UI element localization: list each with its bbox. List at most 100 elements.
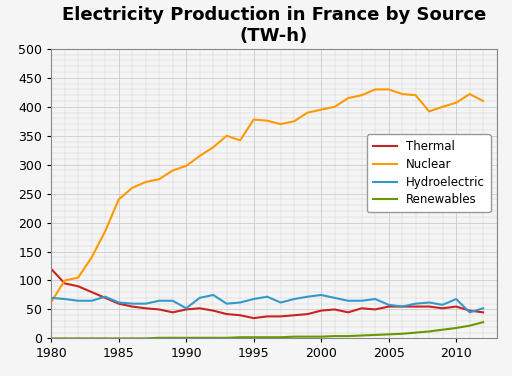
Renewables [480,320,486,324]
Line: Thermal: Thermal [51,269,483,318]
Thermal [332,307,338,312]
Hydroelectric [358,299,365,303]
Hydroelectric [453,297,459,301]
Hydroelectric [143,302,149,306]
Renewables [61,336,68,341]
Thermal [89,290,95,294]
Nuclear [237,138,243,143]
Renewables [116,336,122,341]
Thermal [372,307,378,312]
Renewables [358,333,365,338]
Nuclear [453,100,459,105]
Renewables [237,335,243,340]
Nuclear [466,92,473,96]
Hydroelectric [129,302,135,306]
Thermal [264,314,270,318]
Renewables [102,336,108,341]
Nuclear [305,110,311,115]
Hydroelectric [426,300,432,305]
Nuclear [440,105,446,109]
Thermal [210,308,216,313]
Thermal [386,304,392,309]
Renewables [129,336,135,341]
Renewables [210,335,216,340]
Nuclear [372,87,378,92]
Nuclear [197,154,203,158]
Hydroelectric [116,300,122,305]
Renewables [143,336,149,341]
Thermal [224,312,230,316]
Nuclear [291,119,297,124]
Renewables [466,323,473,328]
Line: Hydroelectric: Hydroelectric [51,295,483,312]
Nuclear [102,229,108,233]
Renewables [264,335,270,340]
Nuclear [143,180,149,184]
Hydroelectric [480,306,486,311]
Renewables [183,335,189,340]
Renewables [224,335,230,340]
Hydroelectric [102,294,108,299]
Nuclear [156,177,162,182]
Hydroelectric [264,294,270,299]
Hydroelectric [305,294,311,299]
Renewables [413,331,419,335]
Renewables [372,333,378,337]
Hydroelectric [291,297,297,301]
Thermal [129,304,135,309]
Thermal [399,304,405,309]
Thermal [169,310,176,315]
Nuclear [278,122,284,126]
Thermal [480,310,486,315]
Renewables [345,334,351,338]
Thermal [291,313,297,317]
Nuclear [48,300,54,304]
Thermal [116,302,122,306]
Nuclear [386,87,392,92]
Hydroelectric [169,299,176,303]
Renewables [399,332,405,336]
Renewables [48,336,54,341]
Renewables [156,335,162,340]
Hydroelectric [318,293,324,297]
Line: Nuclear: Nuclear [51,89,483,302]
Thermal [278,314,284,318]
Hydroelectric [372,297,378,301]
Renewables [291,334,297,339]
Nuclear [210,145,216,150]
Nuclear [332,105,338,109]
Nuclear [75,275,81,280]
Legend: Thermal, Nuclear, Hydroelectric, Renewables: Thermal, Nuclear, Hydroelectric, Renewab… [367,134,490,212]
Nuclear [169,168,176,173]
Nuclear [345,96,351,100]
Hydroelectric [237,300,243,305]
Thermal [102,296,108,300]
Line: Renewables: Renewables [51,322,483,338]
Nuclear [61,278,68,283]
Renewables [386,332,392,337]
Hydroelectric [156,299,162,303]
Thermal [250,316,257,320]
Renewables [89,336,95,341]
Hydroelectric [278,300,284,305]
Nuclear [413,93,419,97]
Thermal [413,304,419,309]
Thermal [237,313,243,317]
Hydroelectric [345,299,351,303]
Thermal [453,304,459,309]
Thermal [75,284,81,288]
Hydroelectric [386,303,392,307]
Hydroelectric [399,304,405,309]
Hydroelectric [413,302,419,306]
Hydroelectric [332,296,338,300]
Thermal [426,304,432,309]
Hydroelectric [89,299,95,303]
Thermal [197,306,203,311]
Thermal [466,308,473,313]
Thermal [440,306,446,311]
Hydroelectric [210,293,216,297]
Renewables [305,334,311,339]
Renewables [197,335,203,340]
Nuclear [318,108,324,112]
Hydroelectric [75,299,81,303]
